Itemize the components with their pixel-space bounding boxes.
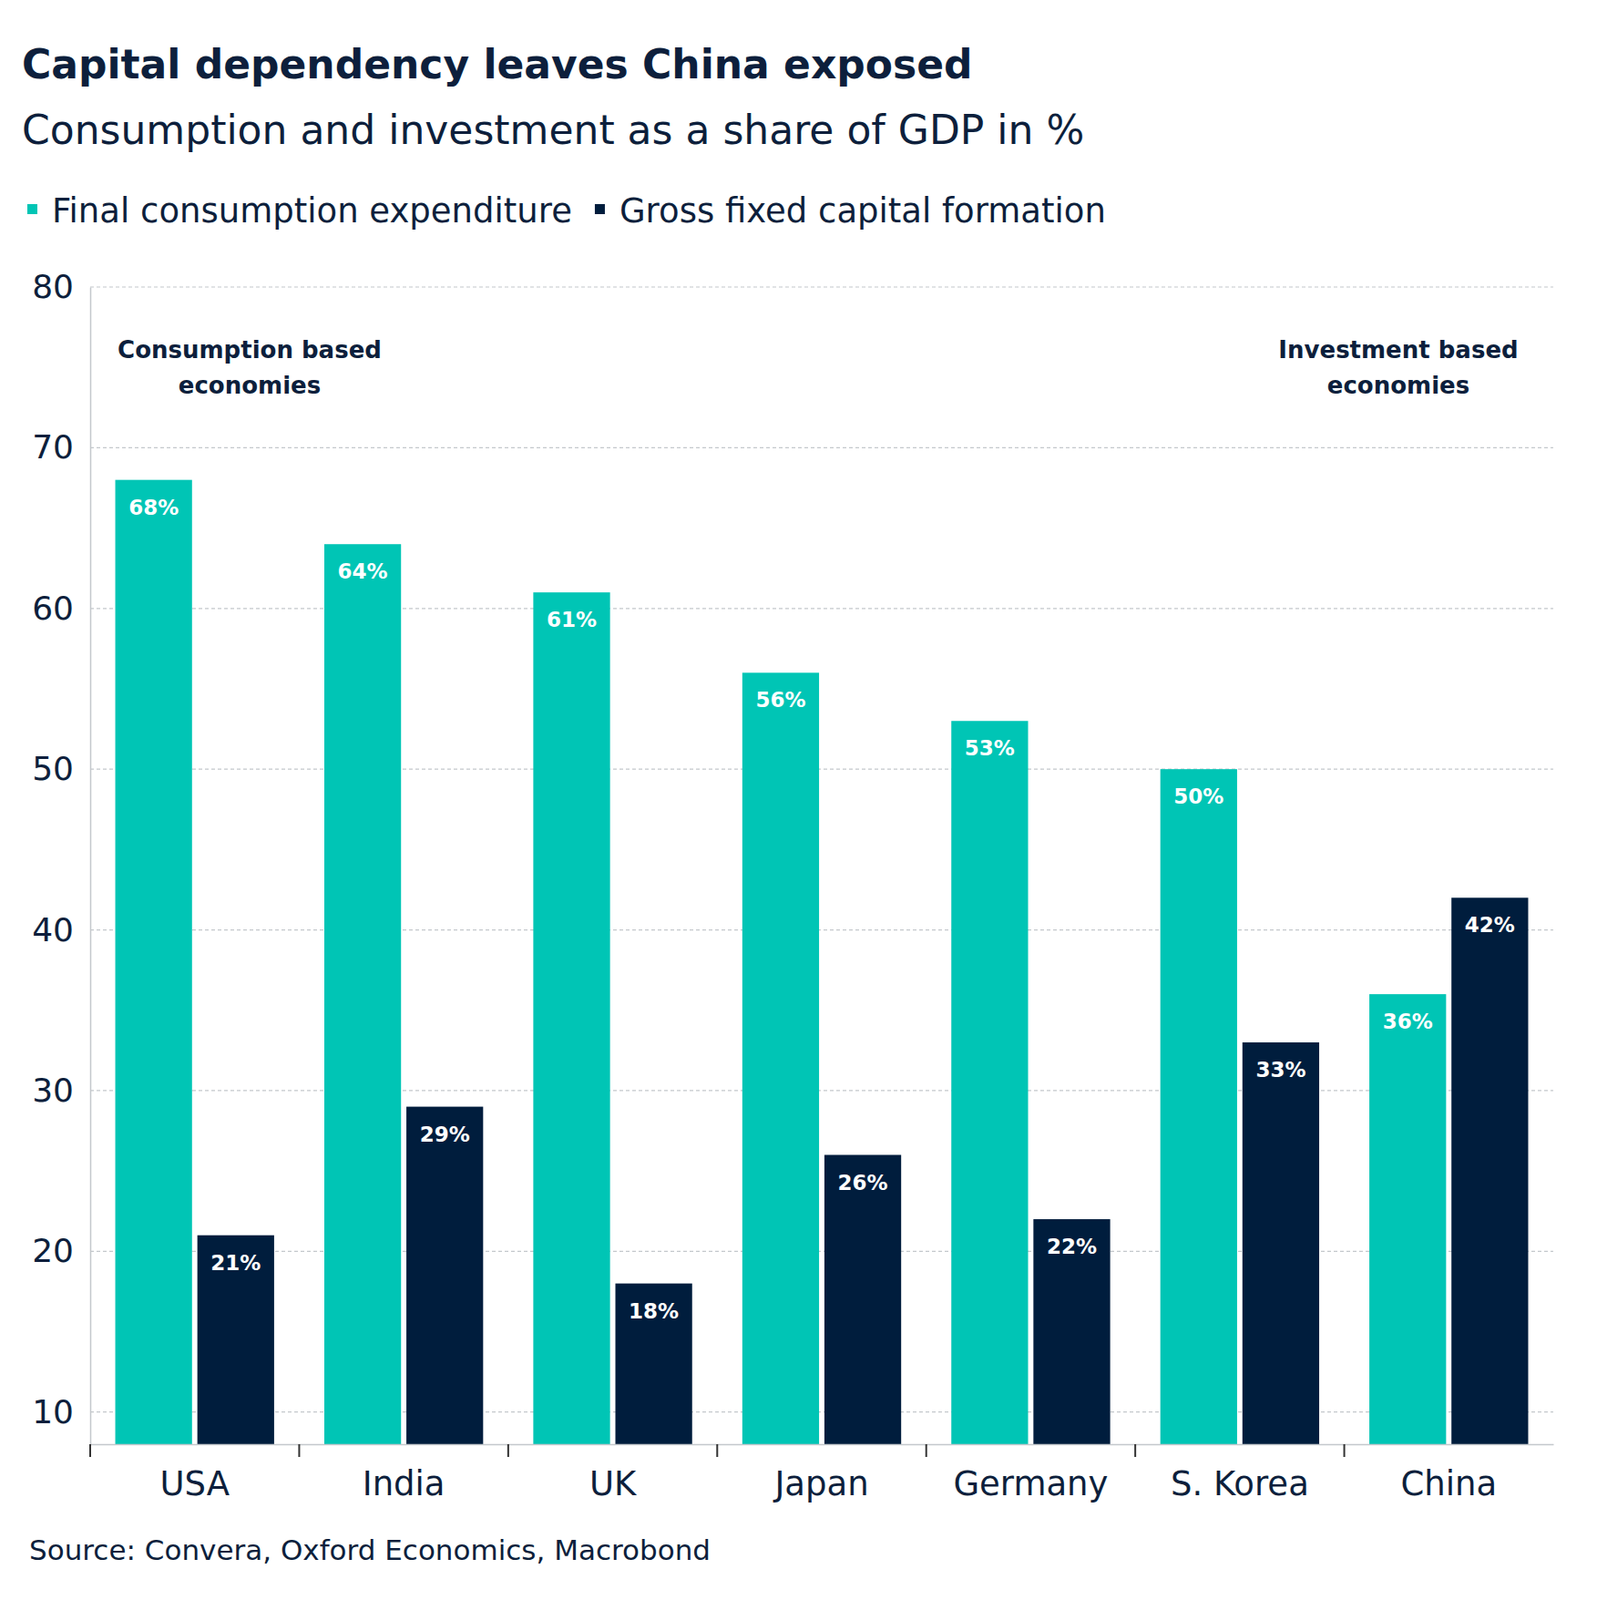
subtitle: Consumption and investment as a share of…: [21, 106, 1085, 154]
bar: [1160, 768, 1238, 1444]
y-tick-label: 50: [31, 749, 74, 788]
title: Capital dependency leaves China exposed: [21, 40, 973, 88]
x-tick-label: Japan: [772, 1463, 869, 1504]
grid-line: [90, 607, 1554, 609]
chart: Capital dependency leaves China exposed C…: [0, 0, 1597, 1600]
annotation: Consumption based: [117, 336, 382, 364]
data-label: 22%: [1046, 1234, 1097, 1259]
x-tick: UK: [589, 1443, 638, 1504]
bar: [742, 672, 819, 1444]
x-tick: S. Korea: [1170, 1443, 1310, 1504]
x-tick-label: UK: [589, 1463, 638, 1504]
category-separator: [507, 1443, 510, 1457]
x-tick-label: S. Korea: [1170, 1463, 1310, 1504]
category-separator: [297, 1443, 300, 1457]
annotation: economies: [1327, 371, 1470, 400]
bar: [406, 1106, 483, 1444]
legend: Final consumption expenditure Gross fixed…: [27, 191, 1106, 231]
grid-line: [90, 1411, 1554, 1413]
bar: [951, 720, 1028, 1444]
y-axis-line: [90, 287, 93, 1445]
bar: [1033, 1218, 1110, 1444]
x-tick-label: Germany: [952, 1463, 1108, 1504]
y-tick: 80: [31, 267, 91, 306]
grid-line: [90, 929, 1554, 931]
data-label: 36%: [1382, 1009, 1434, 1034]
bar: [324, 543, 401, 1444]
bar: [1242, 1042, 1320, 1444]
data-label: 18%: [628, 1299, 679, 1323]
annotations: Consumption based economies Investment bas…: [117, 336, 1519, 400]
bar: [532, 592, 610, 1444]
x-axis-line: [91, 1443, 1555, 1446]
x-tick: Japan: [772, 1443, 869, 1504]
y-axis: 10 20 30 40 50 60 70 80: [31, 267, 91, 1444]
y-tick-label: 30: [31, 1071, 74, 1109]
data-label: 61%: [546, 607, 597, 632]
grid-line: [90, 447, 1554, 449]
legend-entry: Final consumption expenditure: [51, 191, 573, 231]
category-separator: [925, 1443, 928, 1457]
x-tick: China: [1400, 1443, 1497, 1504]
data-label: 64%: [337, 559, 389, 584]
y-tick: 60: [31, 589, 91, 627]
data-label: 42%: [1464, 912, 1516, 937]
data-label: 29%: [419, 1122, 471, 1147]
bar: [615, 1283, 693, 1444]
legend-entry: Gross fixed capital formation: [619, 191, 1106, 231]
y-tick-label: 10: [31, 1392, 74, 1431]
y-tick: 50: [31, 749, 91, 788]
grid-line: [90, 768, 1554, 770]
y-tick-label: 80: [31, 267, 74, 306]
data-label: 50%: [1173, 784, 1224, 809]
x-tick-label: USA: [159, 1463, 230, 1504]
x-tick: India: [362, 1443, 446, 1504]
legend-swatch: [27, 204, 38, 215]
x-tick: Germany: [952, 1443, 1108, 1504]
y-tick-label: 20: [31, 1231, 74, 1270]
data-label: 26%: [838, 1170, 889, 1195]
x-tick-label: India: [362, 1463, 446, 1504]
category-separator: [1343, 1443, 1346, 1457]
x-tick-label: China: [1400, 1463, 1497, 1504]
grid-line: [90, 1089, 1554, 1091]
source: Source: Convera, Oxford Economics, Macro…: [29, 1533, 711, 1567]
y-tick: 30: [31, 1071, 91, 1109]
y-tick: 20: [31, 1231, 91, 1270]
x-tick: USA: [159, 1443, 230, 1504]
data-label: 33%: [1255, 1057, 1306, 1082]
y-tick: 10: [31, 1392, 91, 1431]
y-tick-label: 70: [31, 428, 74, 466]
y-tick: 40: [31, 911, 91, 949]
category-separator: [1134, 1443, 1137, 1457]
bar: [115, 480, 193, 1444]
data-label: 21%: [210, 1250, 261, 1275]
data-labels: 68% 64% 61% 56% 53% 50% 36% 21% 29% 18% 26% 22% 33% 4…: [128, 495, 1516, 1323]
bar: [1451, 897, 1528, 1444]
bar: [1369, 993, 1446, 1444]
data-label: 56%: [755, 687, 806, 712]
data-label: 68%: [128, 495, 179, 520]
grid-line: [90, 286, 1554, 287]
bars: [115, 480, 1529, 1444]
data-label: 53%: [964, 736, 1015, 760]
grid: [90, 286, 1554, 1413]
x-axis: USA India UK Japan Germany S. Korea China: [91, 1443, 1555, 1504]
y-tick: 70: [31, 428, 91, 466]
bar: [824, 1155, 901, 1445]
category-separators: [90, 1443, 1345, 1457]
y-tick-label: 60: [31, 589, 74, 627]
bar: [197, 1235, 275, 1444]
grid-line: [90, 1250, 1554, 1252]
legend-swatch: [594, 204, 605, 215]
category-separator: [716, 1443, 718, 1457]
category-separator: [89, 1443, 92, 1457]
y-tick-label: 40: [31, 911, 74, 949]
annotation: Investment based: [1278, 336, 1518, 364]
annotation: economies: [178, 371, 321, 400]
